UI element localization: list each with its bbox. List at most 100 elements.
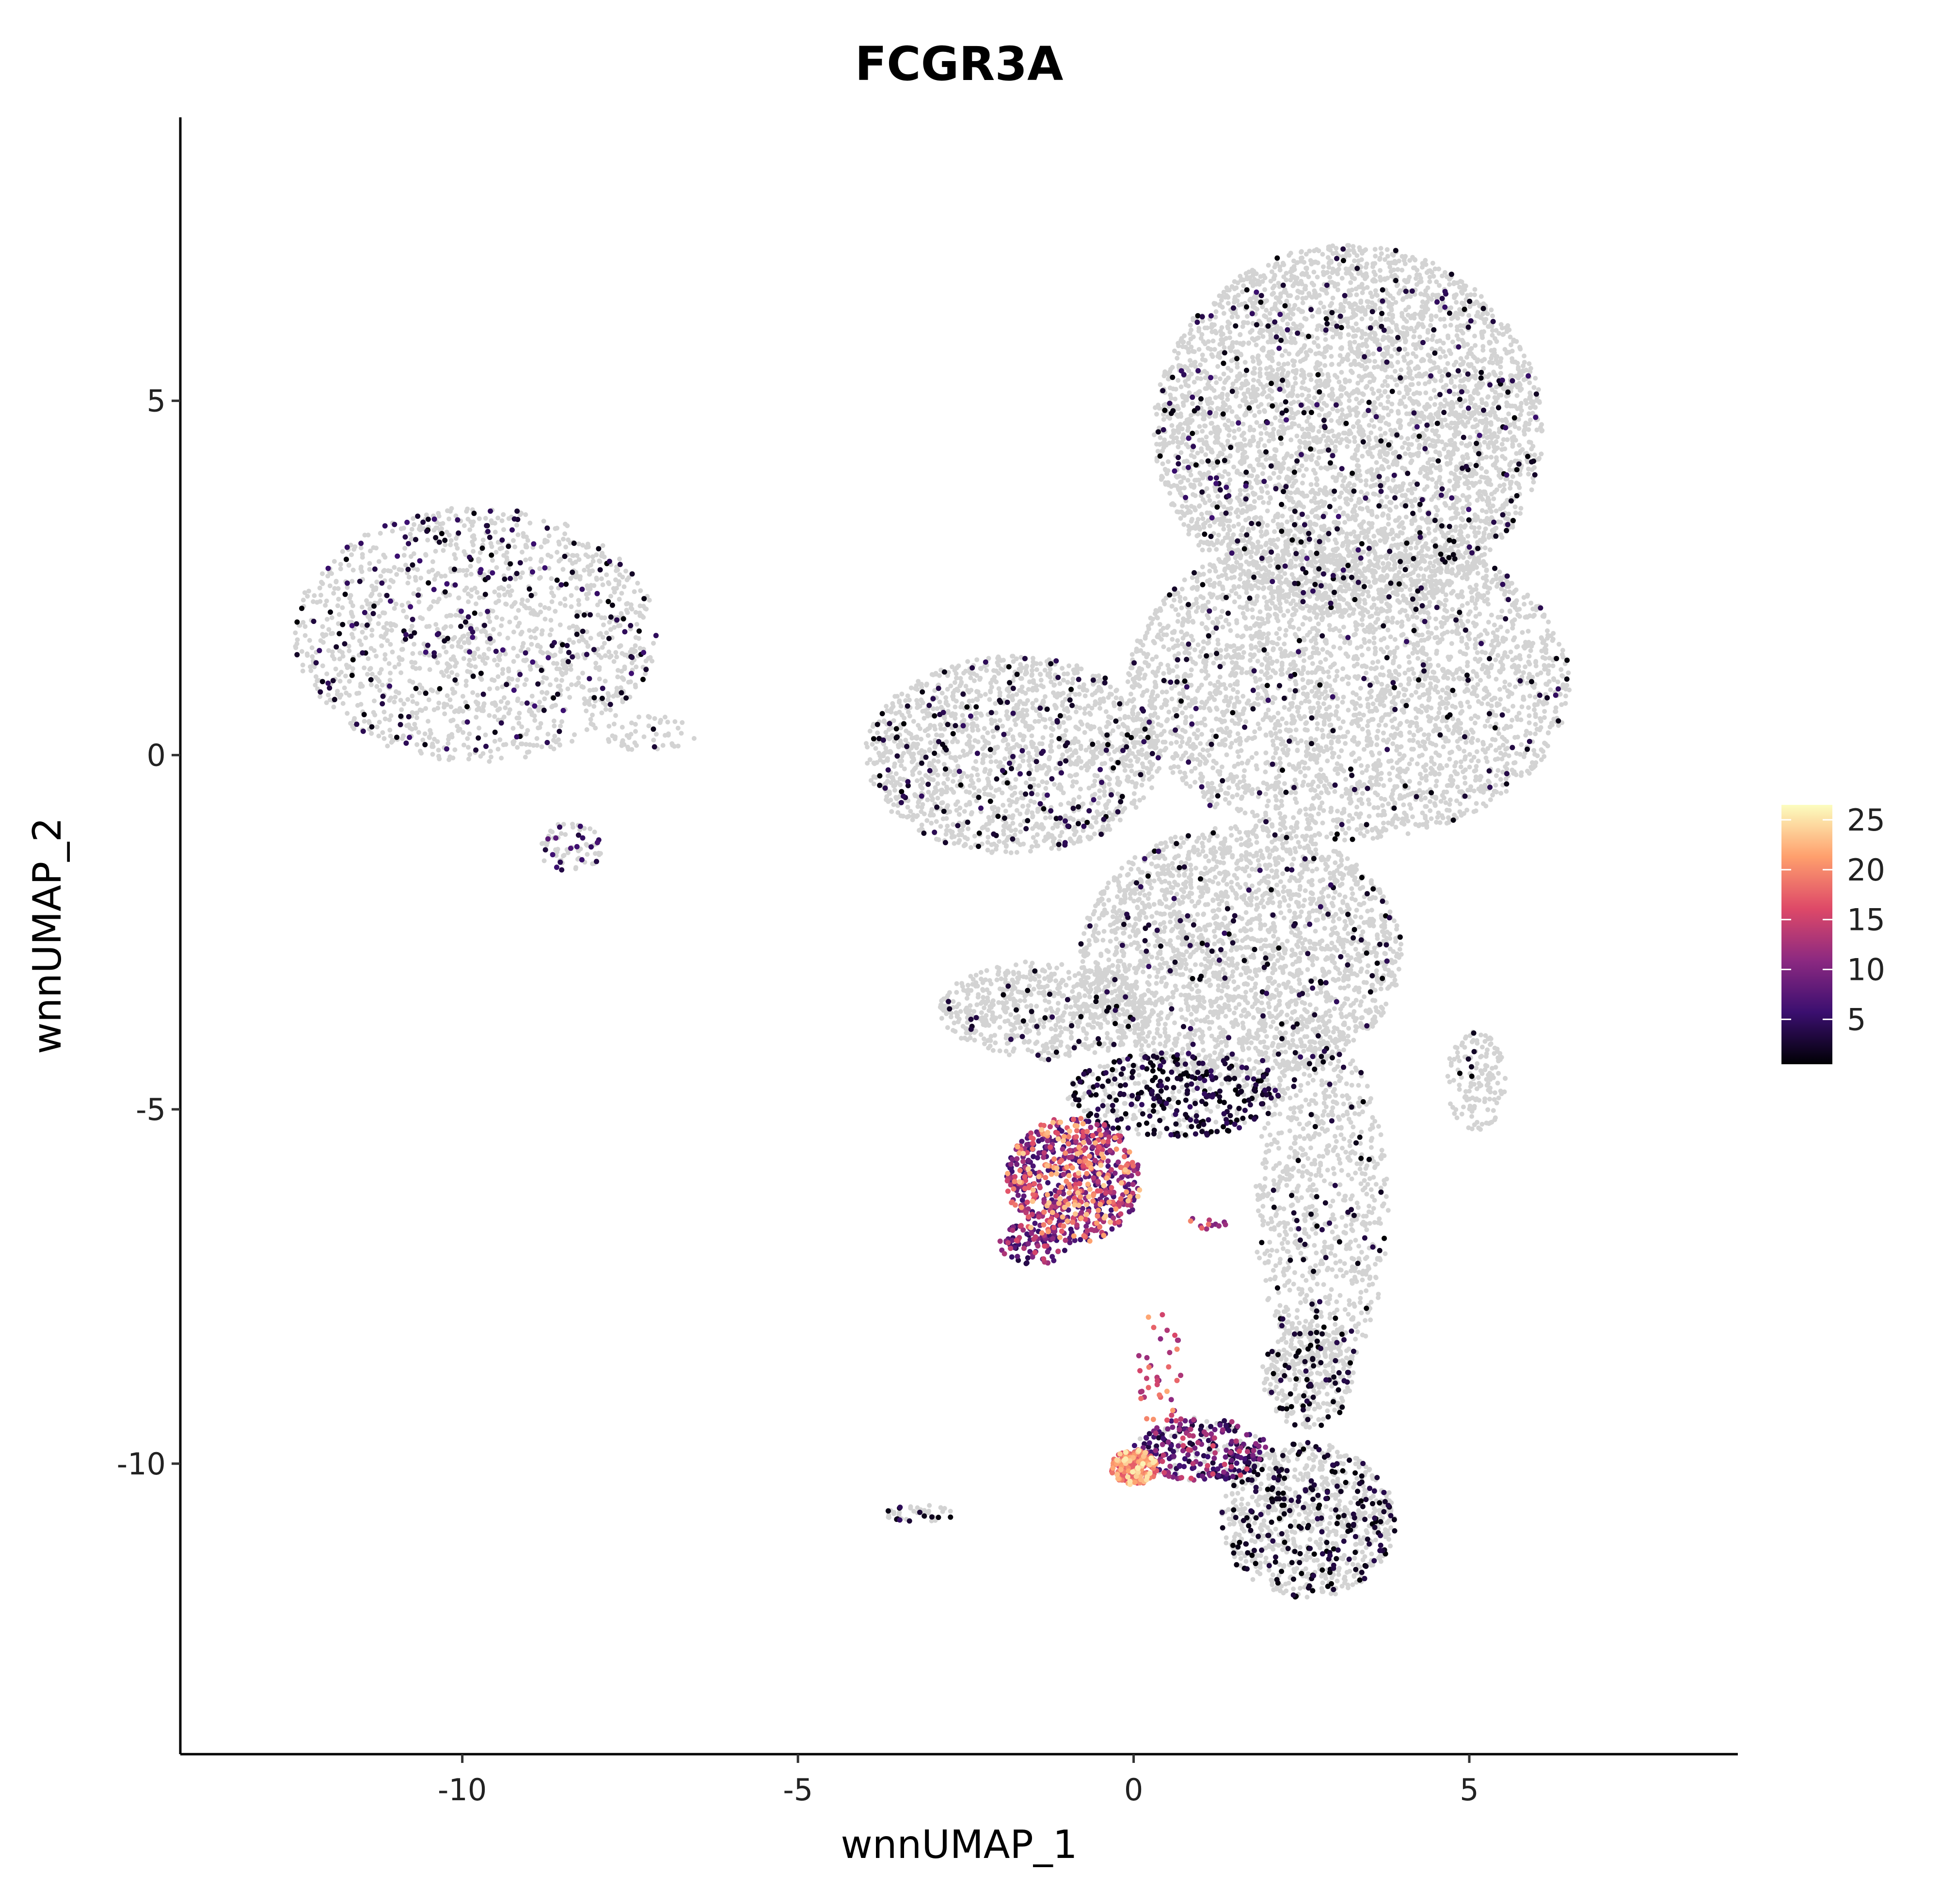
cell-point-background bbox=[397, 567, 402, 572]
cell-point-background bbox=[1516, 482, 1521, 487]
cell-point-background bbox=[1212, 302, 1217, 307]
cell-point-background bbox=[1469, 525, 1474, 530]
cell-point-background bbox=[1174, 412, 1179, 417]
cell-point-background bbox=[461, 730, 466, 735]
cell-point-background bbox=[539, 544, 544, 550]
cell-point-background bbox=[1364, 274, 1369, 280]
cell-point-background bbox=[1323, 310, 1328, 315]
cell-point-background bbox=[387, 585, 392, 590]
cell-point-background bbox=[1458, 362, 1463, 368]
cell-point-background bbox=[1436, 439, 1441, 444]
cell-point-background bbox=[1385, 374, 1390, 380]
cell-point-background bbox=[1457, 372, 1462, 378]
cell-point-background bbox=[1183, 379, 1188, 384]
cell-point-background bbox=[576, 675, 581, 681]
cell-point-background bbox=[516, 720, 522, 726]
cell-point-background bbox=[1353, 333, 1358, 338]
cell-point-background bbox=[1185, 428, 1191, 433]
cell-point-background bbox=[537, 700, 542, 704]
cell-point-background bbox=[1176, 378, 1181, 383]
cell-point-background bbox=[1257, 373, 1263, 379]
cell-point-background bbox=[324, 617, 330, 622]
cell-point-background bbox=[1213, 374, 1218, 380]
cell-point-background bbox=[380, 730, 385, 735]
cell-point-background bbox=[1522, 432, 1527, 437]
cell-point-background bbox=[643, 671, 648, 676]
cell-point-background bbox=[1249, 485, 1254, 490]
cell-point-background bbox=[412, 721, 417, 727]
cell-point-background bbox=[1484, 454, 1489, 460]
cell-point-background bbox=[1425, 520, 1430, 525]
cell-point-background bbox=[402, 545, 408, 551]
cell-point-background bbox=[628, 602, 634, 608]
cell-point-background bbox=[1266, 500, 1271, 506]
cell-point-background bbox=[392, 606, 397, 611]
cell-point-background bbox=[1501, 437, 1506, 442]
cell-point-background bbox=[461, 523, 467, 528]
cell-point-background bbox=[1393, 518, 1398, 523]
cell-point-background bbox=[410, 651, 415, 656]
cell-point-background bbox=[1210, 502, 1215, 508]
cell-point-background bbox=[633, 610, 638, 615]
cell-point-background bbox=[367, 601, 373, 607]
cell-point-background bbox=[1234, 340, 1239, 345]
cell-point-background bbox=[1227, 511, 1233, 516]
cell-point-background bbox=[1350, 325, 1355, 331]
cell-point-background bbox=[1269, 269, 1274, 274]
cell-point-background bbox=[446, 674, 451, 679]
cell-point-background bbox=[424, 512, 429, 517]
cell-point-background bbox=[594, 552, 599, 558]
cell-point-background bbox=[1416, 381, 1421, 386]
cell-point-background bbox=[1530, 411, 1535, 416]
cell-point-background bbox=[524, 732, 529, 736]
cell-point-background bbox=[523, 544, 528, 550]
cell-point-background bbox=[1308, 377, 1314, 382]
cell-point-background bbox=[427, 653, 432, 658]
cell-point-background bbox=[1448, 322, 1453, 328]
cell-point-background bbox=[520, 597, 525, 603]
cell-point-background bbox=[1221, 406, 1226, 412]
cell-point-background bbox=[1274, 408, 1280, 413]
cell-point-background bbox=[1298, 279, 1303, 284]
cell-point-background bbox=[413, 660, 418, 665]
cell-point-background bbox=[1313, 500, 1318, 505]
cell-point-background bbox=[1248, 438, 1253, 444]
cell-point-background bbox=[479, 708, 484, 713]
cell-point-background bbox=[584, 708, 589, 714]
cell-point-background bbox=[1371, 351, 1376, 356]
cell-point-background bbox=[1240, 324, 1245, 329]
cell-point-background bbox=[1438, 401, 1444, 407]
cell-point-background bbox=[503, 705, 508, 710]
cell-point-background bbox=[330, 653, 335, 658]
cell-point-background bbox=[1197, 389, 1202, 394]
cell-point-background bbox=[619, 591, 624, 596]
cell-point-background bbox=[620, 575, 625, 580]
cell-point-background bbox=[646, 723, 652, 729]
cell-point-background bbox=[1369, 386, 1375, 392]
cell-point-background bbox=[1313, 385, 1318, 390]
cell-point-background bbox=[477, 516, 482, 521]
cell-point-background bbox=[385, 638, 390, 643]
cell-point-background bbox=[463, 573, 469, 578]
cell-point-background bbox=[1494, 339, 1499, 344]
cell-point-background bbox=[1333, 448, 1338, 453]
cell-point-background bbox=[1496, 331, 1502, 336]
cell-point-background bbox=[557, 683, 562, 688]
cell-point-background bbox=[469, 587, 474, 592]
cell-point-background bbox=[309, 645, 315, 650]
cell-point-background bbox=[1300, 380, 1305, 385]
cell-point-background bbox=[1266, 263, 1271, 268]
cell-point-background bbox=[431, 528, 437, 533]
cell-point-background bbox=[433, 548, 438, 554]
cell-point-background bbox=[1270, 306, 1274, 312]
cell-point-background bbox=[593, 660, 599, 666]
cell-point-background bbox=[1508, 485, 1513, 491]
cell-point-background bbox=[1311, 270, 1317, 275]
cell-point-background bbox=[590, 559, 596, 564]
cell-point-background bbox=[1294, 451, 1299, 456]
cell-point-background bbox=[511, 659, 516, 664]
cell-point-background bbox=[496, 598, 501, 604]
cell-point-background bbox=[1303, 386, 1308, 391]
cell-point-background bbox=[1314, 482, 1319, 487]
cell-point-background bbox=[511, 646, 516, 651]
